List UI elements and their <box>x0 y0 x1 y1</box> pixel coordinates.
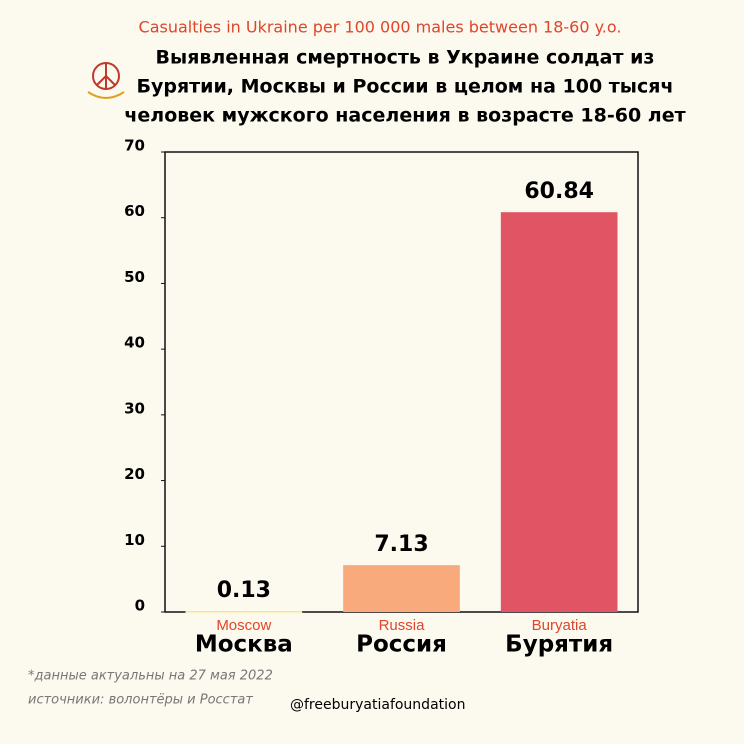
bar <box>343 565 460 612</box>
y-tick-label: 70 <box>124 137 145 155</box>
value-label: 0.13 <box>217 578 271 603</box>
chart-title: Casualties in Ukraine per 100 000 males … <box>139 18 622 37</box>
chart-subtitle: Бурятии, Москвы и России в целом на 100 … <box>136 76 673 98</box>
value-label: 60.84 <box>524 179 594 204</box>
y-tick-label: 40 <box>124 334 145 352</box>
x-tick-label-ru: Россия <box>356 632 447 658</box>
x-tick-label-ru: Москва <box>195 632 293 658</box>
chart-subtitle: человек мужского населения в возрасте 18… <box>124 105 685 127</box>
y-tick-label: 30 <box>124 399 145 417</box>
chart-subtitle: Выявленная смертность в Украине солдат и… <box>156 47 655 69</box>
y-tick-label: 20 <box>124 465 145 483</box>
footnote: *данные актуальны на 27 мая 2022 <box>28 669 273 684</box>
x-tick-label: Buryatia <box>532 617 588 634</box>
handle: @freeburyatiafoundation <box>290 697 465 713</box>
x-tick-label: Russia <box>379 617 426 634</box>
footnote: источники: волонтёры и Росстат <box>28 693 253 708</box>
bar <box>500 212 618 613</box>
y-tick-label: 0 <box>135 597 145 615</box>
x-tick-label: Moscow <box>216 617 271 634</box>
value-label: 7.13 <box>374 532 428 557</box>
logo <box>87 62 125 99</box>
y-tick-label: 50 <box>124 268 145 286</box>
y-tick-label: 10 <box>124 531 145 549</box>
x-tick-label-ru: Бурятия <box>505 632 613 658</box>
bar <box>185 611 303 614</box>
y-tick-label: 60 <box>124 202 145 220</box>
